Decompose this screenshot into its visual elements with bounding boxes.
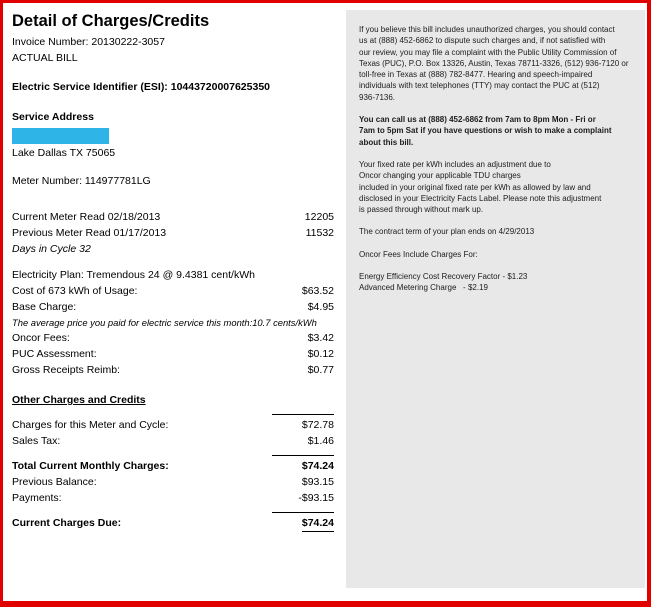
meter-read-label: Previous Meter Read 01/17/2013	[12, 227, 167, 239]
meter-number-line: Meter Number: 114977781LG	[12, 175, 151, 187]
current-due-label: Current Charges Due:	[12, 517, 122, 529]
days-in-cycle-note: Days in Cycle 32	[12, 243, 91, 255]
sales-tax-value: $1.46	[307, 435, 334, 447]
subtotal-rule	[272, 455, 334, 456]
meter-read-label: Current Meter Read 02/18/2013	[12, 211, 161, 223]
previous-balance-row: Previous Balance: $93.15	[12, 474, 334, 490]
cycle-total-row: Charges for this Meter and Cycle: $72.78	[12, 417, 334, 433]
charge-value: $3.42	[307, 332, 334, 344]
charge-row: PUC Assessment: $0.12	[12, 346, 334, 362]
regulatory-info-panel: If you believe this bill includes unauth…	[346, 10, 645, 588]
average-price-note: The average price you paid for electric …	[12, 317, 317, 328]
monthly-total-label: Total Current Monthly Charges:	[12, 460, 169, 472]
subtotal-rule	[272, 512, 334, 513]
esi-line: Electric Service Identifier (ESI): 10443…	[12, 81, 270, 93]
service-address-city: Lake Dallas TX 75065	[12, 147, 116, 159]
sales-tax-label: Sales Tax:	[12, 435, 61, 447]
electricity-plan-line: Electricity Plan: Tremendous 24 @ 9.4381…	[12, 269, 255, 281]
current-due-value: $74.24	[301, 515, 334, 532]
cycle-total-label: Charges for this Meter and Cycle:	[12, 419, 169, 431]
meter-read-row: Current Meter Read 02/18/2013 12205	[12, 209, 334, 225]
charge-value: $0.12	[307, 348, 334, 360]
subtotal-rule	[272, 414, 334, 415]
monthly-total-row: Total Current Monthly Charges: $74.24	[12, 458, 334, 474]
charge-value: $63.52	[301, 285, 334, 297]
sales-tax-row: Sales Tax: $1.46	[12, 433, 334, 449]
current-due-row: Current Charges Due: $74.24	[12, 515, 334, 532]
charge-value: $4.95	[307, 301, 334, 313]
charge-label: PUC Assessment:	[12, 348, 97, 360]
payments-label: Payments:	[12, 492, 62, 504]
charge-label: Cost of 673 kWh of Usage:	[12, 285, 138, 297]
previous-balance-value: $93.15	[301, 476, 334, 488]
charge-row: Cost of 673 kWh of Usage: $63.52	[12, 283, 334, 299]
payments-value: -$93.15	[298, 492, 334, 504]
cycle-total-value: $72.78	[301, 419, 334, 431]
fixed-rate-adjustment-paragraph: Your fixed rate per kWh includes an adju…	[359, 159, 602, 215]
charge-row: Oncor Fees: $3.42	[12, 330, 334, 346]
puc-complaint-paragraph: If you believe this bill includes unauth…	[359, 25, 629, 102]
call-us-paragraph: You can call us at (888) 452-6862 from 7…	[359, 115, 612, 147]
monthly-total-value: $74.24	[301, 460, 334, 472]
charge-row: Base Charge: $4.95	[12, 299, 334, 315]
meter-read-row: Previous Meter Read 01/17/2013 11532	[12, 225, 334, 241]
charge-label: Oncor Fees:	[12, 332, 70, 344]
bill-type-label: ACTUAL BILL	[12, 52, 78, 64]
meter-read-value: 12205	[304, 211, 334, 223]
contract-term-line: The contract term of your plan ends on 4…	[359, 227, 535, 237]
invoice-number-line: Invoice Number: 20130222-3057	[12, 36, 165, 48]
payments-row: Payments: -$93.15	[12, 490, 334, 506]
oncor-fees-detail: Energy Efficiency Cost Recovery Factor -…	[359, 272, 528, 293]
other-charges-heading: Other Charges and Credits	[12, 394, 146, 406]
charge-label: Gross Receipts Reimb:	[12, 364, 120, 376]
charge-value: $0.77	[307, 364, 334, 376]
service-address-heading: Service Address	[12, 111, 94, 123]
page-title: Detail of Charges/Credits	[12, 12, 210, 30]
charge-label: Base Charge:	[12, 301, 77, 313]
meter-read-value: 11532	[305, 227, 334, 239]
charges-detail-section: Detail of Charges/Credits Invoice Number…	[12, 11, 334, 532]
oncor-fees-heading: Oncor Fees Include Charges For:	[359, 249, 478, 259]
address-redaction-highlight	[12, 128, 109, 144]
previous-balance-label: Previous Balance:	[12, 476, 97, 488]
charge-row: Gross Receipts Reimb: $0.77	[12, 362, 334, 378]
